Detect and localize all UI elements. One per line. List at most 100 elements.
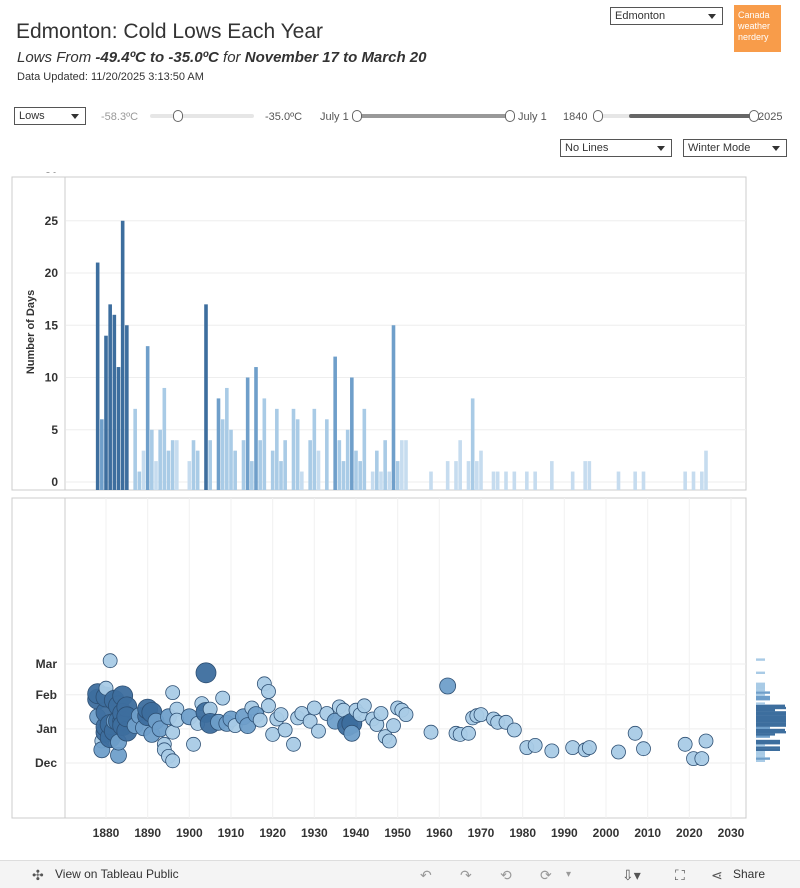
bar[interactable] [279,461,283,490]
bar[interactable] [195,450,200,490]
scatter-point[interactable] [195,662,217,684]
scatter-point[interactable] [439,677,457,695]
bar[interactable] [504,471,508,490]
bar[interactable] [120,220,125,490]
bar[interactable] [375,450,379,490]
bar[interactable] [345,429,350,490]
bar[interactable] [525,471,529,490]
bar[interactable] [204,304,208,490]
bar[interactable] [691,471,696,490]
bar[interactable] [141,450,146,490]
redo-icon[interactable]: ↷ [460,867,472,883]
bar[interactable] [241,440,246,490]
temp-slider-handle[interactable] [173,110,184,122]
scatter-point[interactable] [386,718,401,734]
bar[interactable] [325,419,329,490]
bar[interactable] [316,450,321,490]
bar[interactable] [175,440,179,490]
bar[interactable] [404,440,408,490]
share-icon[interactable]: ⋖ [711,867,723,883]
bar[interactable] [466,461,471,490]
scatter-point[interactable] [356,698,372,714]
scatter-point[interactable] [186,736,201,752]
view-on-tableau-link[interactable]: View on Tableau Public [55,867,179,881]
scatter-point[interactable] [165,685,181,701]
bar[interactable] [250,461,254,490]
bar[interactable] [512,471,517,490]
scatter-point[interactable] [373,706,389,721]
bar[interactable] [533,471,537,490]
scatter-point[interactable] [261,684,276,699]
bar[interactable] [162,387,167,490]
scatter-point[interactable] [252,712,268,728]
fullscreen-icon[interactable]: ⛶ [675,867,685,883]
scatter-point[interactable] [677,736,693,752]
bar[interactable] [354,450,358,490]
bar[interactable] [308,440,312,490]
bar[interactable] [383,440,387,490]
bar[interactable] [391,325,396,490]
measure-select[interactable]: Lows [14,107,86,125]
bar[interactable] [291,408,296,490]
bar[interactable] [125,325,129,490]
bar[interactable] [362,408,367,490]
bar[interactable] [475,461,479,490]
bar[interactable] [300,471,304,490]
bar[interactable] [116,367,121,490]
year-slider-end-handle[interactable] [749,110,759,122]
date-slider-end-handle[interactable] [505,110,515,122]
scatter-point[interactable] [343,724,361,742]
bar[interactable] [233,450,237,490]
scatter-point[interactable] [527,737,543,753]
bar[interactable] [150,429,154,490]
bar[interactable] [395,461,400,490]
bar[interactable] [379,471,383,490]
bar[interactable] [166,450,171,490]
bar[interactable] [312,408,317,490]
scatter-point[interactable] [627,725,643,741]
scatter-point[interactable] [611,744,626,760]
scatter-point[interactable] [461,725,476,741]
bar[interactable] [112,314,117,490]
bar[interactable] [254,367,258,490]
bar[interactable] [187,461,192,490]
bar[interactable] [370,471,375,490]
date-slider-track[interactable] [358,114,511,118]
bar[interactable] [387,471,392,490]
bar[interactable] [133,408,137,490]
scatter-point[interactable] [273,707,289,723]
scatter-point[interactable] [261,698,276,714]
scatter-point[interactable] [215,690,231,706]
mode-select[interactable]: Winter Mode [683,139,787,157]
bar[interactable] [479,450,483,490]
bar[interactable] [229,429,233,490]
share-button[interactable]: Share [733,867,766,881]
bar[interactable] [458,440,462,490]
pause-icon[interactable]: ▾ [566,869,572,880]
scatter-point[interactable] [636,741,651,757]
bar[interactable] [570,471,575,490]
scatter-point[interactable] [473,707,489,723]
bar[interactable] [104,335,108,490]
bar[interactable] [337,440,342,490]
bar[interactable] [641,471,646,490]
bar[interactable] [108,304,112,490]
revert-icon[interactable]: ⟲ [500,867,512,883]
bar[interactable] [283,440,287,490]
scatter-point[interactable] [506,722,522,738]
bar[interactable] [429,471,433,490]
scatter-point[interactable] [165,753,181,769]
bar[interactable] [245,377,250,491]
logo[interactable]: Canada weather nerdery [734,5,781,52]
bar[interactable] [445,461,450,490]
scatter-point[interactable] [102,653,118,669]
bar[interactable] [704,450,708,490]
year-slider-start-handle[interactable] [593,110,603,122]
bar[interactable] [683,471,687,490]
scatter-point[interactable] [302,713,318,729]
bar[interactable] [137,471,142,490]
bar[interactable] [350,377,354,491]
scatter-point[interactable] [423,724,439,740]
bar[interactable] [154,461,158,490]
date-slider-start-handle[interactable] [352,110,362,122]
